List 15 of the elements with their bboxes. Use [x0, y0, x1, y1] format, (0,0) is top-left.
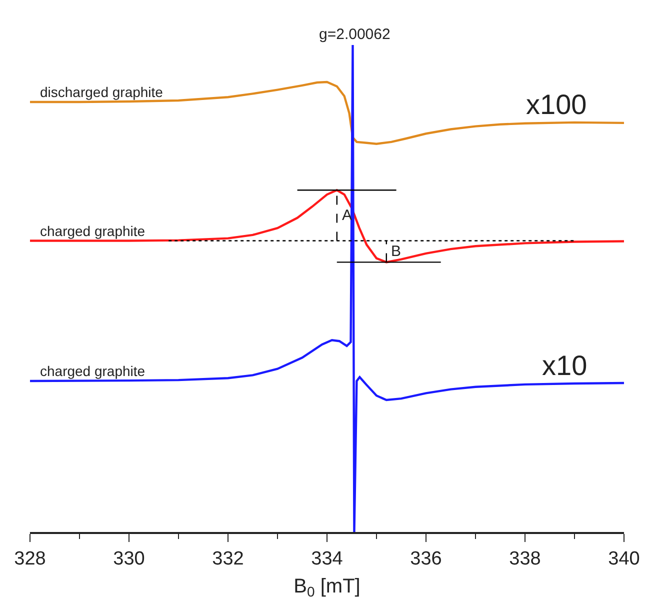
- x-tick-label: 330: [113, 548, 145, 570]
- x-tick-label: 332: [212, 548, 244, 570]
- series-label: charged graphite: [40, 363, 146, 379]
- x-tick-label: 336: [410, 548, 442, 570]
- annotation: g=2.00062: [319, 26, 390, 43]
- series-label: discharged graphite: [40, 84, 164, 100]
- x-tick-label: 328: [14, 548, 46, 570]
- x-tick-label: 334: [311, 548, 344, 570]
- annotation: B: [391, 243, 402, 260]
- x-tick-label: 340: [608, 548, 640, 570]
- series-label: charged graphite: [40, 223, 146, 239]
- x-axis-title: B$_{0}$ [mT]: [294, 576, 360, 600]
- annotation: x100: [526, 89, 587, 120]
- x-tick-label: 338: [509, 548, 541, 570]
- annotation: x10: [542, 350, 588, 381]
